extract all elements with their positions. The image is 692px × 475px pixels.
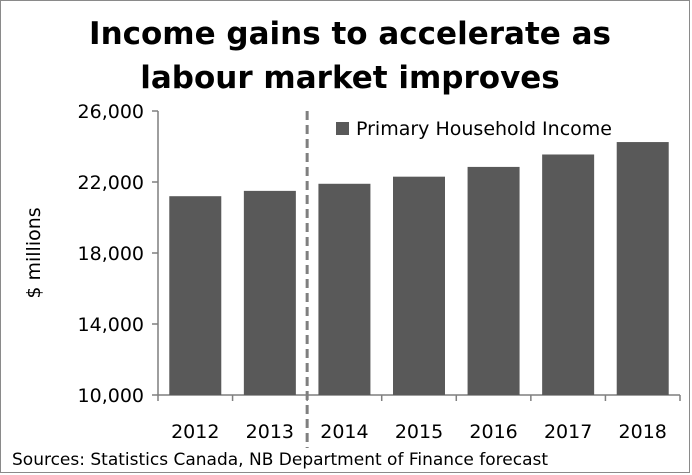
y-tick-label: 26,000 xyxy=(78,101,144,123)
chart-title-line-1: Income gains to accelerate as xyxy=(89,16,611,52)
legend-label: Primary Household Income xyxy=(356,118,612,140)
x-tick-label: 2016 xyxy=(469,421,517,443)
y-tick-label: 10,000 xyxy=(78,385,144,407)
y-tick-label: 22,000 xyxy=(78,172,144,194)
x-tick-label: 2013 xyxy=(246,421,294,443)
y-axis-title: $ millions xyxy=(23,207,45,298)
y-tick-label: 18,000 xyxy=(78,243,144,265)
bar-2014 xyxy=(318,183,371,395)
x-tick-label: 2017 xyxy=(544,421,592,443)
x-tick-label: 2015 xyxy=(395,421,443,443)
bar-2015 xyxy=(393,176,445,395)
bar-2013 xyxy=(243,190,296,395)
bar-2018 xyxy=(616,142,669,395)
x-tick-label: 2018 xyxy=(619,421,667,443)
chart-title-line-2: labour market improves xyxy=(140,60,560,96)
legend-swatch xyxy=(336,122,349,135)
x-tick-label: 2014 xyxy=(320,421,368,443)
bar-2012 xyxy=(169,196,222,395)
bar-2016 xyxy=(467,166,520,395)
bar-2017 xyxy=(542,154,595,395)
x-tick-label: 2012 xyxy=(171,421,219,443)
y-tick-label: 14,000 xyxy=(78,314,144,336)
source-note: Sources: Statistics Canada, NB Departmen… xyxy=(12,450,549,470)
